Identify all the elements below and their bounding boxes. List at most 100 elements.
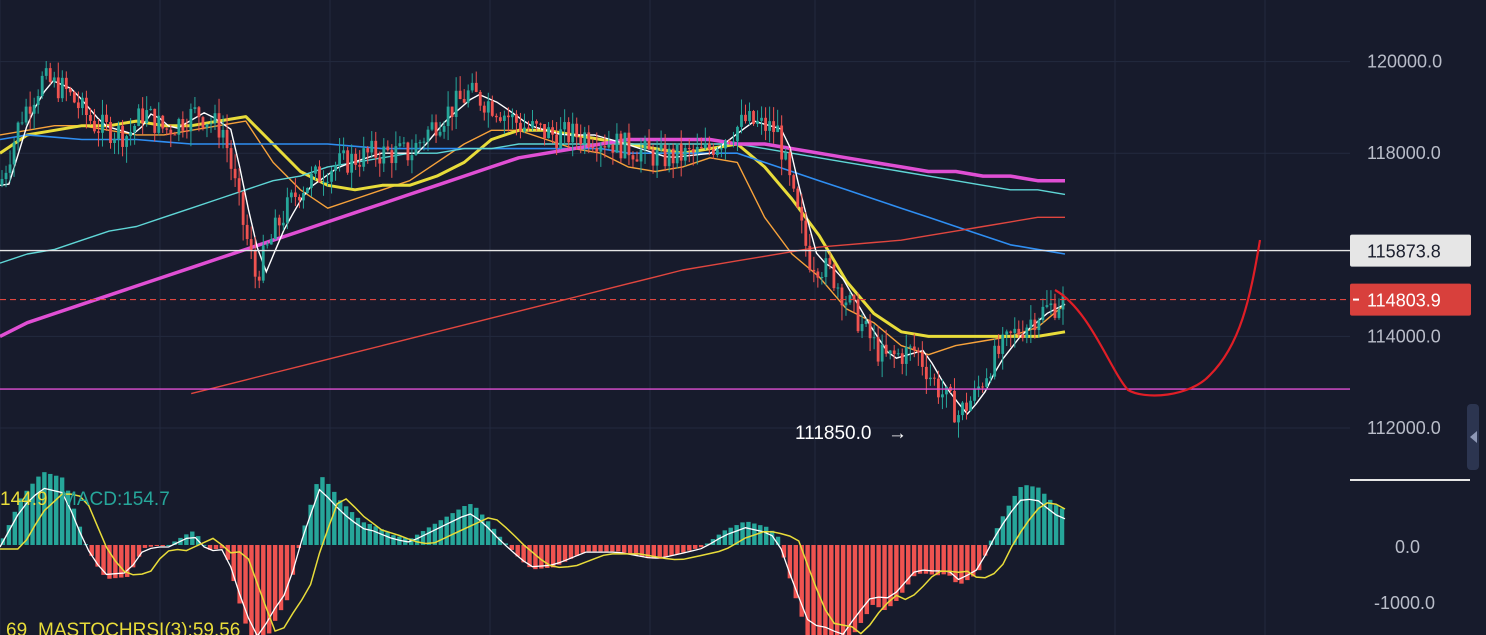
candle-body	[370, 140, 374, 153]
macd-bar	[42, 472, 47, 545]
candle-body	[237, 178, 241, 193]
macd-bar	[456, 509, 461, 545]
stoch-left-value: 69	[6, 620, 27, 635]
candle-body	[635, 159, 639, 162]
candle-body	[876, 337, 880, 362]
candle-body	[454, 90, 458, 117]
candle-body	[233, 168, 237, 179]
macd-bar	[296, 545, 301, 549]
candle-body	[1017, 328, 1021, 335]
candle-body	[900, 353, 904, 364]
moving-average-line-5	[191, 216, 1065, 395]
candle-body	[904, 347, 908, 364]
macd-bar	[36, 476, 41, 545]
candle-body	[494, 115, 498, 118]
candle-body	[953, 390, 956, 423]
macd-bar	[858, 545, 864, 623]
candle-body	[989, 376, 993, 379]
candle-body	[52, 77, 56, 82]
price-axis[interactable]: 120000.0 118000.0 114000.0 112000.0	[1367, 52, 1442, 438]
macd-bar	[669, 545, 674, 556]
candle-body	[941, 394, 944, 398]
macd-bar	[468, 504, 473, 545]
candle-body	[105, 114, 108, 122]
macd-bar	[740, 522, 745, 545]
macd-bar	[793, 545, 798, 599]
candle-body	[808, 245, 812, 270]
macd-bar	[775, 536, 781, 545]
candle-body	[117, 125, 120, 139]
candle-body	[920, 352, 924, 367]
candle-body	[619, 133, 623, 159]
candle-body	[868, 320, 872, 339]
candle-body	[912, 346, 916, 351]
candle-body	[157, 115, 161, 133]
candle-body	[346, 150, 350, 173]
candle-body	[615, 133, 619, 153]
macd-bar	[343, 506, 349, 545]
candle-body	[816, 271, 820, 278]
macd-bar	[355, 517, 361, 545]
macd-bar	[994, 528, 1000, 545]
macd-bar	[598, 545, 603, 552]
candle-body	[314, 166, 317, 174]
candle-body	[961, 402, 964, 416]
candle-body	[981, 386, 985, 388]
candle-body	[253, 250, 257, 277]
candle-body	[655, 149, 659, 166]
macd-bar	[54, 475, 59, 545]
candle-body	[0, 179, 4, 186]
macd-bar	[1012, 495, 1017, 545]
moving-average-line-3	[0, 143, 1066, 264]
macd-bar	[527, 545, 532, 568]
candle-body	[129, 132, 133, 137]
macd-bar	[586, 545, 591, 552]
macd-bar	[663, 545, 668, 558]
macd-bar	[627, 545, 633, 555]
candle-body	[4, 172, 8, 180]
candle-body	[458, 90, 462, 99]
candle-body	[474, 82, 478, 92]
candle-body	[1001, 334, 1005, 354]
macd-bar	[1053, 505, 1059, 545]
candle-body	[667, 148, 671, 167]
candle-body	[724, 140, 727, 149]
candle-body	[422, 141, 426, 143]
candle-body	[973, 388, 976, 401]
macd-bar	[320, 477, 325, 545]
candle-body	[760, 117, 763, 121]
macd-bar	[1006, 505, 1011, 545]
candle-body	[788, 152, 792, 176]
macd-bar	[207, 545, 213, 550]
macd-bar	[77, 526, 83, 545]
candle-body	[177, 118, 181, 135]
macd-bar	[6, 525, 12, 545]
macd-bar	[633, 545, 639, 556]
macd-bar	[906, 545, 911, 585]
candle-body	[482, 105, 486, 113]
candle-body	[792, 175, 796, 189]
candle-body	[559, 129, 563, 149]
macd-bar	[462, 506, 467, 545]
macd-bar	[835, 545, 840, 635]
axis-scroll-handle[interactable]	[1467, 404, 1479, 470]
candle-body	[719, 148, 723, 150]
candle-body	[993, 345, 997, 377]
macd-tick-label: -1000.0	[1374, 593, 1435, 613]
candle-body	[8, 164, 12, 173]
candle-body	[241, 192, 245, 225]
macd-bar	[119, 545, 124, 578]
macd-bar	[243, 545, 248, 624]
macd-left-value: 144.9	[0, 489, 48, 510]
macd-bar	[758, 525, 763, 545]
candle-body	[1049, 303, 1053, 306]
macd-bar	[125, 545, 130, 577]
candle-body	[651, 149, 655, 166]
candle-body	[298, 196, 301, 201]
candle-body	[109, 121, 112, 144]
macd-bar	[521, 545, 526, 563]
macd-bar	[219, 545, 225, 549]
candle-body	[450, 106, 454, 117]
candle-body	[1037, 320, 1041, 331]
